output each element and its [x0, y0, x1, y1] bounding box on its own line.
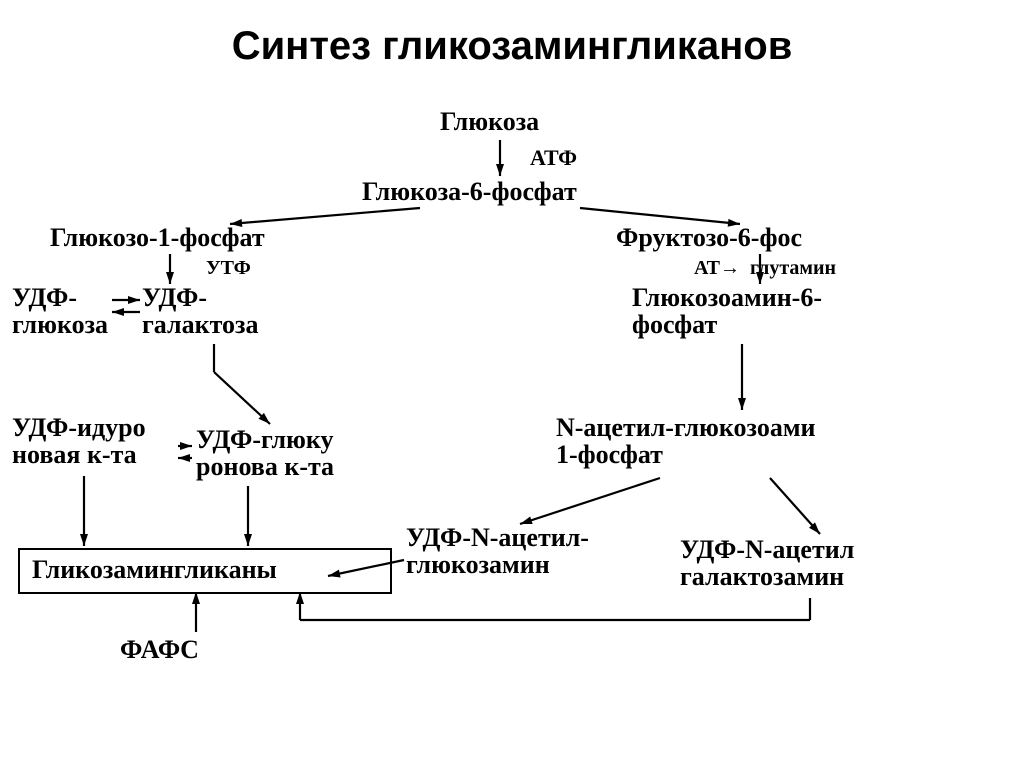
node-udp-glucuronic: УДФ-глюку ронова к-та	[196, 426, 334, 481]
node-faps: ФАФС	[120, 636, 199, 663]
diagram-title: Синтез гликозамингликанов	[0, 24, 1024, 69]
node-udp-n-acetyl-galactosamine: УДФ-N-ацетил галактозамин	[680, 536, 854, 591]
node-atp: АТФ	[530, 146, 577, 169]
node-g6p: Глюкоза-6-фосфат	[362, 178, 577, 205]
node-g1p: Глюкозо-1-фосфат	[50, 224, 265, 251]
node-glucose: Глюкоза	[440, 108, 539, 135]
node-udp-n-acetyl-glucosamine: УДФ-N-ацетил- глюкозамин	[406, 524, 589, 579]
node-udp-glucose: УДФ- глюкоза	[12, 284, 108, 339]
node-utp: УТФ	[206, 258, 251, 279]
node-glycosaminoglycans: Гликозамингликаны	[32, 556, 277, 583]
node-at-glutamin: АТ→ глутамин	[694, 258, 836, 279]
node-udp-galactose: УДФ- галактоза	[142, 284, 258, 339]
node-f6p: Фруктозо-6-фос	[616, 224, 802, 251]
node-udp-iduronic: УДФ-идуро новая к-та	[12, 414, 146, 469]
diagram-canvas: Синтез гликозамингликанов Глюкоза АТФ Гл…	[0, 0, 1024, 768]
node-glucosamine-6p: Глюкозоамин-6- фосфат	[632, 284, 822, 339]
node-n-acetyl-glucosamine-1p: N-ацетил-глюкозоами 1-фосфат	[556, 414, 816, 469]
